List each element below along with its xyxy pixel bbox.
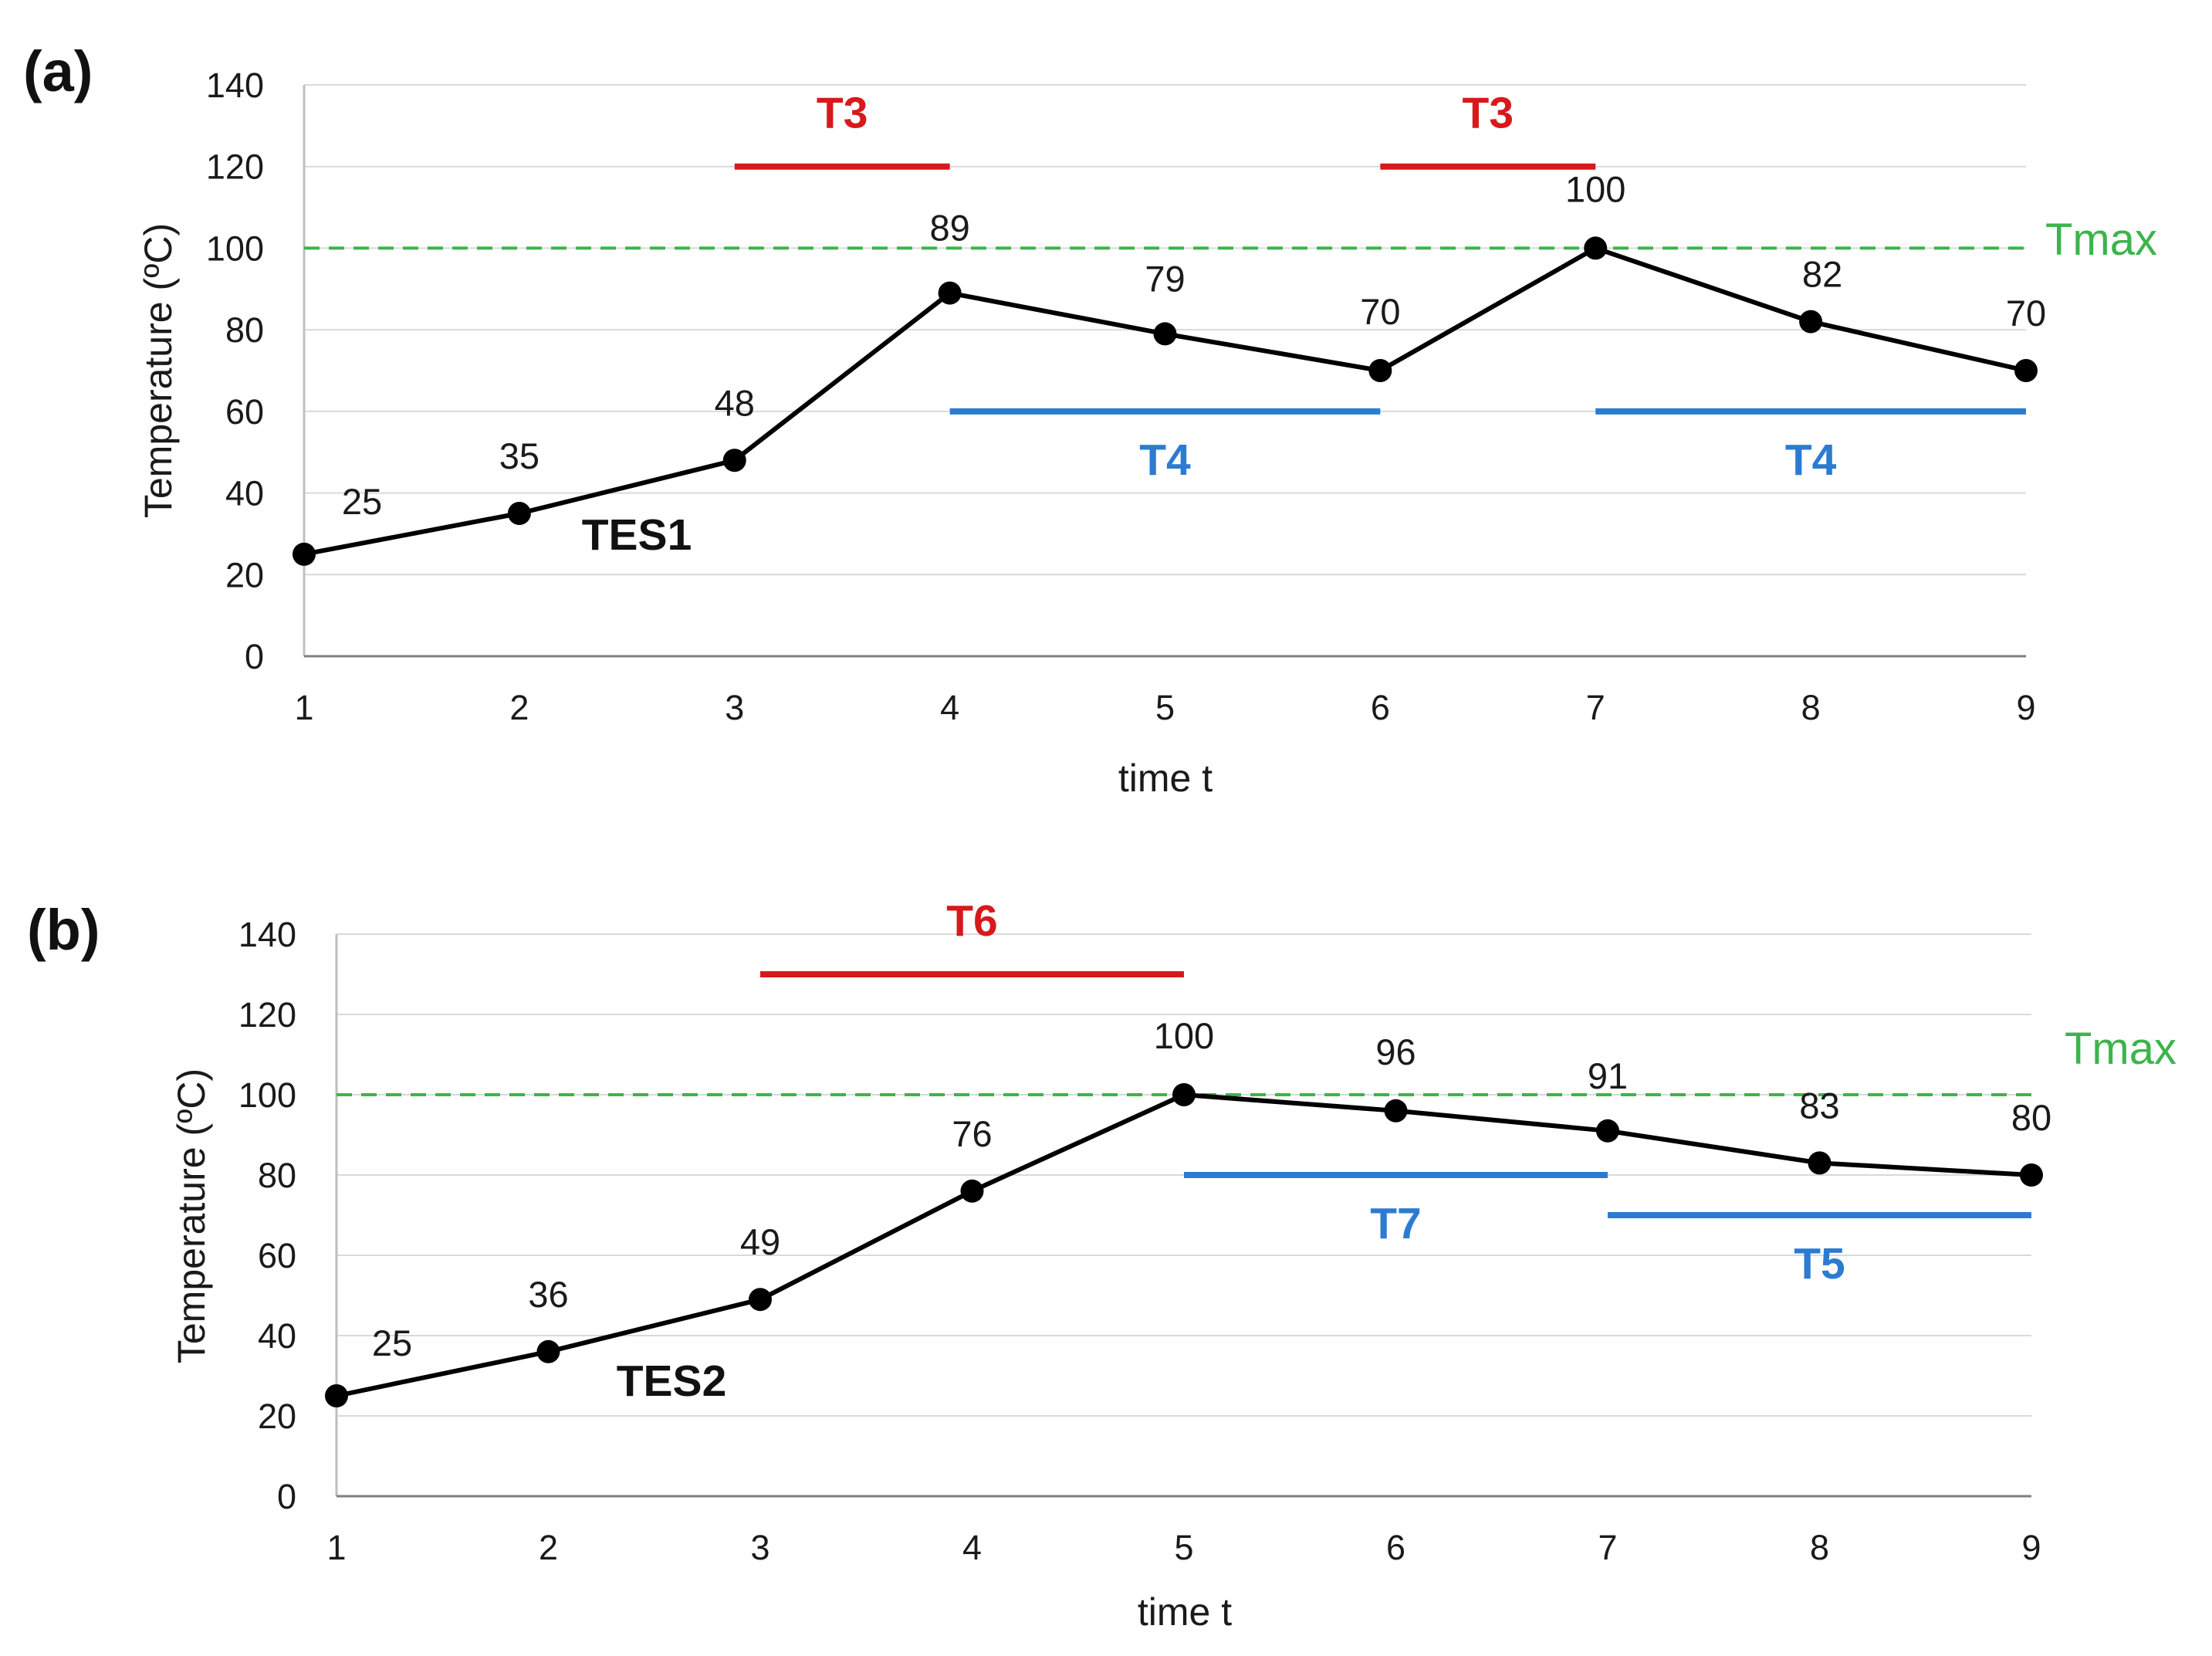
data-label: 49 (740, 1221, 780, 1262)
interval-label-t3: T3 (1463, 89, 1514, 138)
x-tick-label: 2 (509, 688, 529, 727)
x-tick-label: 4 (940, 688, 959, 727)
x-tick-label: 5 (1155, 688, 1175, 727)
panel-label: (b) (27, 898, 100, 962)
x-tick-label: 4 (962, 1528, 982, 1567)
y-tick-label: 0 (245, 637, 264, 676)
data-point (1808, 1151, 1831, 1175)
series-line-tes2 (336, 1092, 2032, 1398)
x-tick-label: 8 (1801, 688, 1821, 727)
y-tick-label: 80 (258, 1156, 296, 1195)
data-label: 89 (929, 208, 969, 249)
x-tick-label: 1 (326, 1528, 346, 1567)
data-label: 100 (1154, 1015, 1214, 1056)
data-label: 100 (1565, 168, 1625, 209)
y-tick-label: 100 (238, 1075, 296, 1115)
data-label: 96 (1375, 1031, 1415, 1072)
x-tick-label: 9 (2021, 1528, 2041, 1567)
y-tick-label: 140 (206, 66, 264, 105)
y-tick-label: 120 (238, 995, 296, 1035)
data-label: 36 (528, 1274, 568, 1315)
data-label: 76 (952, 1113, 992, 1154)
y-axis-title: Temperature (ºC) (137, 223, 180, 518)
series-name-tes1: TES1 (582, 510, 692, 560)
x-tick-label: 6 (1386, 1528, 1405, 1567)
data-label: 83 (1799, 1085, 1839, 1126)
data-point (1799, 310, 1823, 334)
y-axis-title: Temperature (ºC) (170, 1068, 213, 1363)
data-point (507, 502, 531, 525)
y-tick-label: 120 (206, 147, 264, 187)
y-tick-label: 40 (258, 1316, 296, 1356)
data-point (1153, 322, 1177, 346)
x-tick-label: 9 (2016, 688, 2035, 727)
x-tick-label: 7 (1586, 688, 1605, 727)
data-label: 48 (715, 382, 755, 423)
data-point (536, 1339, 560, 1363)
y-tick-label: 80 (225, 310, 264, 350)
data-point (2014, 359, 2038, 382)
y-tick-label: 20 (258, 1397, 296, 1436)
data-point (1172, 1083, 1196, 1106)
x-tick-label: 2 (539, 1528, 558, 1567)
y-tick-label: 140 (238, 915, 296, 954)
data-label: 35 (499, 435, 539, 476)
data-label: 25 (372, 1322, 412, 1363)
data-point (749, 1288, 772, 1312)
interval-label-t3: T3 (817, 89, 868, 138)
series-name-tes2: TES2 (617, 1356, 727, 1406)
y-tick-label: 40 (225, 474, 264, 513)
data-point (1584, 236, 1608, 260)
y-tick-label: 100 (206, 229, 264, 268)
y-tick-label: 60 (225, 392, 264, 432)
data-point (1384, 1099, 1408, 1123)
x-tick-label: 7 (1598, 1528, 1617, 1567)
data-label: 91 (1588, 1055, 1628, 1096)
data-label: 25 (342, 481, 382, 522)
x-tick-label: 3 (725, 688, 744, 727)
data-point (1596, 1119, 1619, 1143)
data-point (293, 542, 316, 566)
x-axis-title: time t (1138, 1590, 1232, 1634)
interval-label-t7: T7 (1370, 1199, 1422, 1248)
data-point (960, 1179, 984, 1203)
y-tick-label: 60 (258, 1236, 296, 1275)
tmax-label: Tmax (2045, 215, 2157, 265)
interval-label-t4: T4 (1139, 435, 1191, 485)
x-tick-label: 1 (294, 688, 313, 727)
interval-label-t4: T4 (1785, 435, 1837, 485)
data-label: 70 (1360, 291, 1400, 332)
data-point (2020, 1163, 2043, 1187)
y-tick-label: 20 (225, 555, 264, 594)
x-tick-label: 8 (1810, 1528, 1829, 1567)
data-point (722, 449, 746, 472)
tmax-label: Tmax (2065, 1024, 2176, 1074)
x-axis-title: time t (1118, 757, 1213, 800)
data-label: 80 (2011, 1097, 2051, 1138)
interval-label-t5: T5 (1794, 1239, 1845, 1289)
x-tick-label: 3 (750, 1528, 769, 1567)
data-label: 79 (1145, 258, 1185, 299)
data-point (938, 281, 962, 305)
data-point (1368, 359, 1392, 382)
data-label: 70 (2006, 293, 2046, 334)
data-point (325, 1384, 348, 1407)
x-tick-label: 6 (1371, 688, 1390, 727)
interval-label-t6: T6 (946, 896, 998, 946)
x-tick-label: 5 (1174, 1528, 1193, 1567)
data-label: 82 (1802, 254, 1842, 295)
panel-label: (a) (23, 39, 93, 103)
chart-panel-b: 0 20 40 60 80 100 120 140 1 2 3 4 5 6 7 8 9 time t Tempera… (27, 896, 2176, 1634)
y-tick-label: 0 (277, 1477, 296, 1516)
